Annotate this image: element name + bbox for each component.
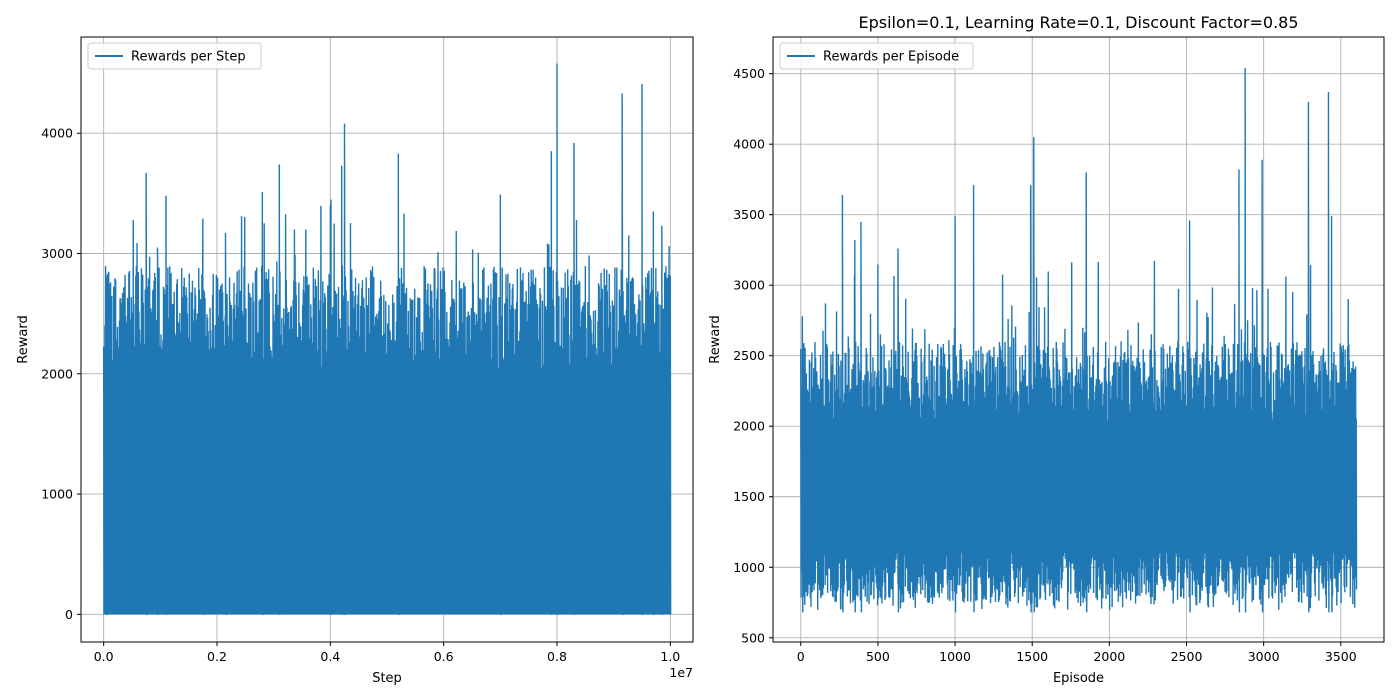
legend: Rewards per Step: [87, 42, 262, 70]
x-tick-label: 0.2: [207, 649, 227, 664]
y-tick-label: 0: [65, 607, 73, 622]
legend-label: Rewards per Episode: [823, 50, 959, 65]
x-tick-label: 0.0: [94, 649, 114, 664]
y-axis-label: Reward: [16, 315, 31, 363]
legend: Rewards per Episode: [779, 42, 974, 70]
x-tick-label: 0.6: [434, 649, 454, 664]
series-line: [800, 68, 1358, 613]
x-axis-label: Episode: [1053, 671, 1104, 686]
x-tick-label: 1500: [1016, 649, 1048, 664]
x-tick-label: 500: [866, 649, 890, 664]
x-tick-label: 0: [797, 649, 805, 664]
y-tick-label: 1000: [733, 560, 765, 575]
x-tick-label: 3500: [1325, 649, 1357, 664]
x-tick-label: 3000: [1248, 649, 1280, 664]
y-axis-label: Reward: [708, 315, 723, 363]
y-tick-label: 500: [741, 630, 765, 645]
y-tick-label: 3500: [733, 207, 765, 222]
y-tick-label: 1500: [733, 489, 765, 504]
y-tick-label: 4000: [733, 137, 765, 152]
plot-frame: [80, 36, 694, 643]
y-tick-label: 2500: [733, 348, 765, 363]
y-tick-label: 1000: [41, 487, 73, 502]
y-tick-label: 2000: [733, 419, 765, 434]
legend-label: Rewards per Step: [131, 50, 246, 65]
rewards-per-step-chart: 0.0 0.2 0.4 0.6 0.8 1.0 0 1000 2000 3000 4000 1e7 St…: [16, 36, 694, 686]
x-tick-label: 0.8: [547, 649, 567, 664]
series-line: [102, 63, 672, 616]
y-tick-label: 3000: [733, 278, 765, 293]
y-tick-label: 2000: [41, 366, 73, 381]
x-tick-label: 2000: [1093, 649, 1125, 664]
x-offset-label: 1e7: [669, 665, 693, 680]
x-tick-label: 1000: [939, 649, 971, 664]
x-tick-label: 1.0: [660, 649, 680, 664]
rewards-per-episode-chart: 0 500 1000 1500 2000 2500 3000 3500 500 1000 1500 2…: [708, 13, 1385, 686]
chart-title: Epsilon=0.1, Learning Rate=0.1, Discount…: [858, 13, 1298, 32]
y-tick-label: 3000: [41, 246, 73, 261]
x-axis-label: Step: [372, 671, 402, 686]
legend-box: [779, 42, 974, 70]
y-tick-label: 4500: [733, 66, 765, 81]
legend-box: [87, 42, 262, 70]
x-tick-label: 0.4: [320, 649, 340, 664]
plot-frame: [772, 36, 1385, 643]
y-tick-label: 4000: [41, 126, 73, 141]
x-tick-label: 2500: [1171, 649, 1203, 664]
